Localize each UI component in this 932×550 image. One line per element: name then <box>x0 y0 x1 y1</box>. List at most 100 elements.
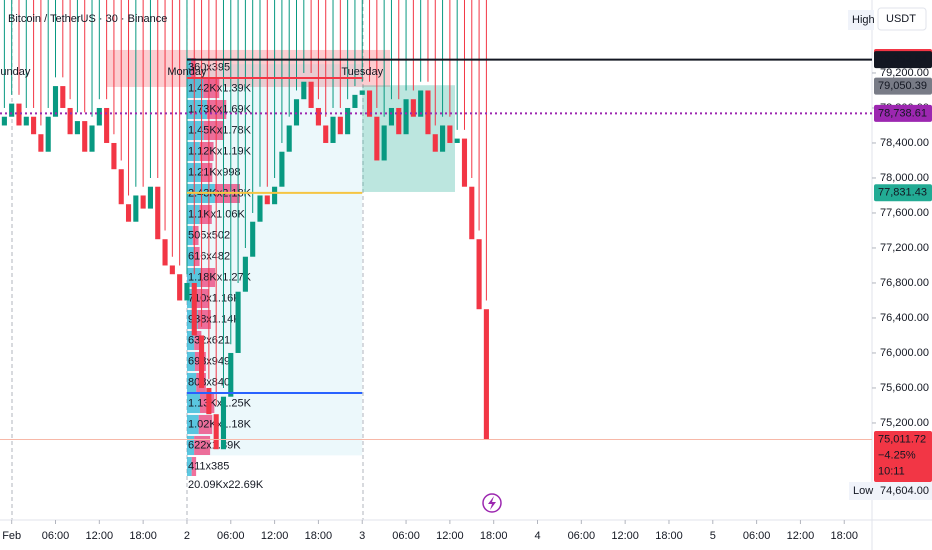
candle-body <box>38 134 44 152</box>
vp-sell-bar <box>203 79 220 98</box>
candle-body <box>410 99 416 117</box>
x-tick-label: 3 <box>359 530 365 542</box>
vp-buy-bar <box>186 394 200 413</box>
vp-label: 1.21Kx998 <box>188 166 241 178</box>
y-tick-label: 76,800.00 <box>880 277 929 289</box>
candle-body <box>308 81 314 108</box>
candle-body <box>454 138 460 143</box>
y-tick-label: 78,000.00 <box>880 172 929 184</box>
candle-body <box>337 116 343 135</box>
candle-body <box>133 195 139 222</box>
vp-buy-bar <box>186 142 200 161</box>
price-tag-label: 78,738.61 <box>878 107 927 119</box>
vp-buy-bar <box>186 457 192 476</box>
x-tick-label: 06:00 <box>743 530 771 542</box>
x-tick-label: 18:00 <box>129 530 157 542</box>
vp-buy-bar <box>186 436 195 455</box>
candle-body <box>286 125 292 152</box>
x-tick-label: 06:00 <box>568 530 596 542</box>
candle-body <box>177 274 183 301</box>
day-label: Sunday <box>0 66 31 78</box>
vp-sell-bar <box>191 58 196 77</box>
x-tick-label: 06:00 <box>217 530 245 542</box>
vp-label: 1.45Kx1.78K <box>188 124 252 136</box>
candle-body <box>213 414 219 450</box>
candle-body <box>9 103 15 117</box>
y-tick-label: 76,400.00 <box>880 312 929 324</box>
candle-body <box>104 107 110 143</box>
candle-body <box>169 265 175 275</box>
vp-label: 1.42Kx1.39K <box>188 82 252 94</box>
x-tick-label: 18:00 <box>655 530 683 542</box>
candle-body <box>396 107 402 135</box>
candle-body <box>418 90 424 117</box>
x-tick-label: 06:00 <box>392 530 420 542</box>
x-tick-label: 5 <box>710 530 716 542</box>
candle-body <box>1 116 7 126</box>
y-tick-label: 76,000.00 <box>880 347 929 359</box>
vp-sell-bar <box>200 268 216 287</box>
vp-buy-bar <box>186 289 196 308</box>
candle-body <box>82 121 88 152</box>
candle-body <box>352 94 358 108</box>
price-tag-label: 10:11 <box>878 465 905 477</box>
candle-body <box>315 107 321 126</box>
vp-buy-bar <box>186 205 200 224</box>
vp-buy-bar <box>186 226 193 245</box>
candle-body <box>257 195 263 222</box>
price-tag-label: 75,011.72 <box>878 433 926 445</box>
vp-buy-bar <box>186 373 197 392</box>
vp-sell-bar <box>192 226 199 245</box>
x-tick-label: 18:00 <box>480 530 508 542</box>
chart-title: Bitcoin / TetherUS · 30 · Binance <box>8 13 167 25</box>
low-name: Low <box>853 485 873 497</box>
y-tick-label: 75,200.00 <box>880 417 929 429</box>
vp-sell-bar <box>194 436 211 455</box>
candle-body <box>111 142 117 170</box>
candle-body <box>45 116 51 152</box>
vp-buy-bar <box>186 58 192 77</box>
vp-buy-bar <box>186 352 195 371</box>
vp-sell-bar <box>194 247 200 266</box>
candle-body <box>23 116 29 126</box>
low-value: 74,604.00 <box>880 485 929 497</box>
candle-body <box>447 125 453 143</box>
candle-body <box>140 195 146 209</box>
y-tick-label: 79,200.00 <box>880 67 929 79</box>
candle-body <box>279 151 285 187</box>
candle-body <box>483 309 489 440</box>
high-label: High <box>852 14 875 26</box>
candle-body <box>461 138 468 187</box>
y-tick-label: 75,600.00 <box>880 382 929 394</box>
vp-label: 1.73Kx1.69K <box>188 103 252 115</box>
price-tag <box>874 77 932 95</box>
y-tick-label: 77,200.00 <box>880 242 929 254</box>
vp-sell-bar <box>191 457 197 476</box>
candle-body <box>31 116 37 135</box>
high-box <box>848 10 874 30</box>
candle-body <box>191 282 197 336</box>
vp-label: 1.02Kx1.18K <box>188 418 252 430</box>
candle-body <box>220 396 227 450</box>
candle-body <box>345 107 351 135</box>
vp-label: 1.13Kx1.25K <box>188 397 252 409</box>
candle-body <box>118 169 124 205</box>
vp-buy-bar <box>186 121 204 140</box>
vp-sell-bar <box>198 415 213 434</box>
candle-body <box>89 125 95 152</box>
candle-body <box>235 291 241 353</box>
vp-label: 1.18Kx1.27K <box>188 271 252 283</box>
candle-body <box>242 256 248 292</box>
day-label: Monday <box>167 66 207 78</box>
price-tag <box>874 184 932 202</box>
x-tick-label: 12:00 <box>436 530 464 542</box>
vp-sell-bar <box>194 331 202 350</box>
price-tag-label: −4.25% <box>878 449 916 461</box>
event-icon[interactable] <box>482 493 502 513</box>
currency-box <box>877 7 927 31</box>
day-label: Tuesday <box>341 66 383 78</box>
y-tick-label: 78,400.00 <box>880 137 929 149</box>
vp-buy-bar <box>186 268 201 287</box>
candle-body <box>96 107 102 126</box>
price-tag-label: 79,352.64 <box>878 54 927 66</box>
